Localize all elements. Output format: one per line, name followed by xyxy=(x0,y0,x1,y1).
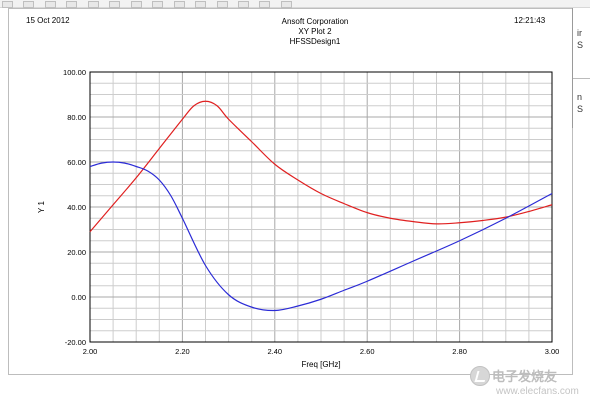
y-tick-label: 40.00 xyxy=(67,203,86,212)
toolbar-button[interactable] xyxy=(66,1,78,8)
toolbar-button[interactable] xyxy=(259,1,271,8)
x-tick-label: 2.40 xyxy=(267,347,282,356)
toolbar-button[interactable] xyxy=(109,1,121,8)
toolbar-button[interactable] xyxy=(44,1,56,8)
plot-date: 15 Oct 2012 xyxy=(26,16,70,25)
grid-layer xyxy=(89,71,553,343)
toolbar-button[interactable] xyxy=(2,1,13,8)
plot-time: 12:21:43 xyxy=(514,16,546,25)
series-line-1 xyxy=(89,100,553,233)
plot-window[interactable] xyxy=(8,8,573,375)
series-layer xyxy=(89,100,553,312)
toolbar-button[interactable] xyxy=(23,1,35,8)
y-tick-label: 100.00 xyxy=(63,68,86,77)
side-panel-text: S xyxy=(577,40,584,50)
y-tick-label: 20.00 xyxy=(67,248,86,257)
y-tick-label: 60.00 xyxy=(67,158,86,167)
toolbar-button[interactable] xyxy=(152,1,164,8)
plot-title: XY Plot 2 xyxy=(298,27,332,36)
plot-area-frame xyxy=(89,71,553,343)
y-tick-label: -20.00 xyxy=(65,338,86,347)
design-name: HFSSDesign1 xyxy=(289,37,341,46)
toolbar-button[interactable] xyxy=(195,1,207,8)
side-panel-text: ir xyxy=(577,28,582,38)
side-panel-divider xyxy=(573,78,590,79)
watermark-name: 电子发烧友 xyxy=(492,370,558,385)
x-tick-label: 2.60 xyxy=(360,347,375,356)
y-axis-label: Y 1 xyxy=(37,201,46,213)
toolbar-button[interactable] xyxy=(280,1,292,8)
properties-side-panel[interactable]: ir S n S xyxy=(572,8,590,128)
x-tick-label: 3.00 xyxy=(545,347,560,356)
top-toolbar-strip xyxy=(0,0,590,8)
y-tick-label: 80.00 xyxy=(67,113,86,122)
side-panel-text: S xyxy=(577,104,584,114)
side-panel-text: n xyxy=(577,92,583,102)
toolbar-button[interactable] xyxy=(216,1,228,8)
x-tick-label: 2.80 xyxy=(452,347,467,356)
x-tick-label: 2.20 xyxy=(175,347,190,356)
tick-label-layer: 2.00 2.20 2.40 2.60 2.80 3.00 100.00 80.00 60.00… xyxy=(63,68,559,356)
watermark-url: www.elecfans.com xyxy=(496,386,579,397)
y-tick-label: 0.00 xyxy=(71,293,86,302)
company-name: Ansoft Corporation xyxy=(281,17,349,26)
x-axis-label: Freq [GHz] xyxy=(301,360,340,369)
site-watermark: 电子发烧友 www.elecfans.com xyxy=(470,366,590,406)
toolbar-button[interactable] xyxy=(130,1,142,8)
series-line-2 xyxy=(89,161,553,312)
toolbar-button[interactable] xyxy=(87,1,99,8)
toolbar-button[interactable] xyxy=(173,1,185,8)
toolbar-button[interactable] xyxy=(237,1,249,8)
x-tick-label: 2.00 xyxy=(83,347,98,356)
watermark-logo-icon xyxy=(470,366,490,386)
